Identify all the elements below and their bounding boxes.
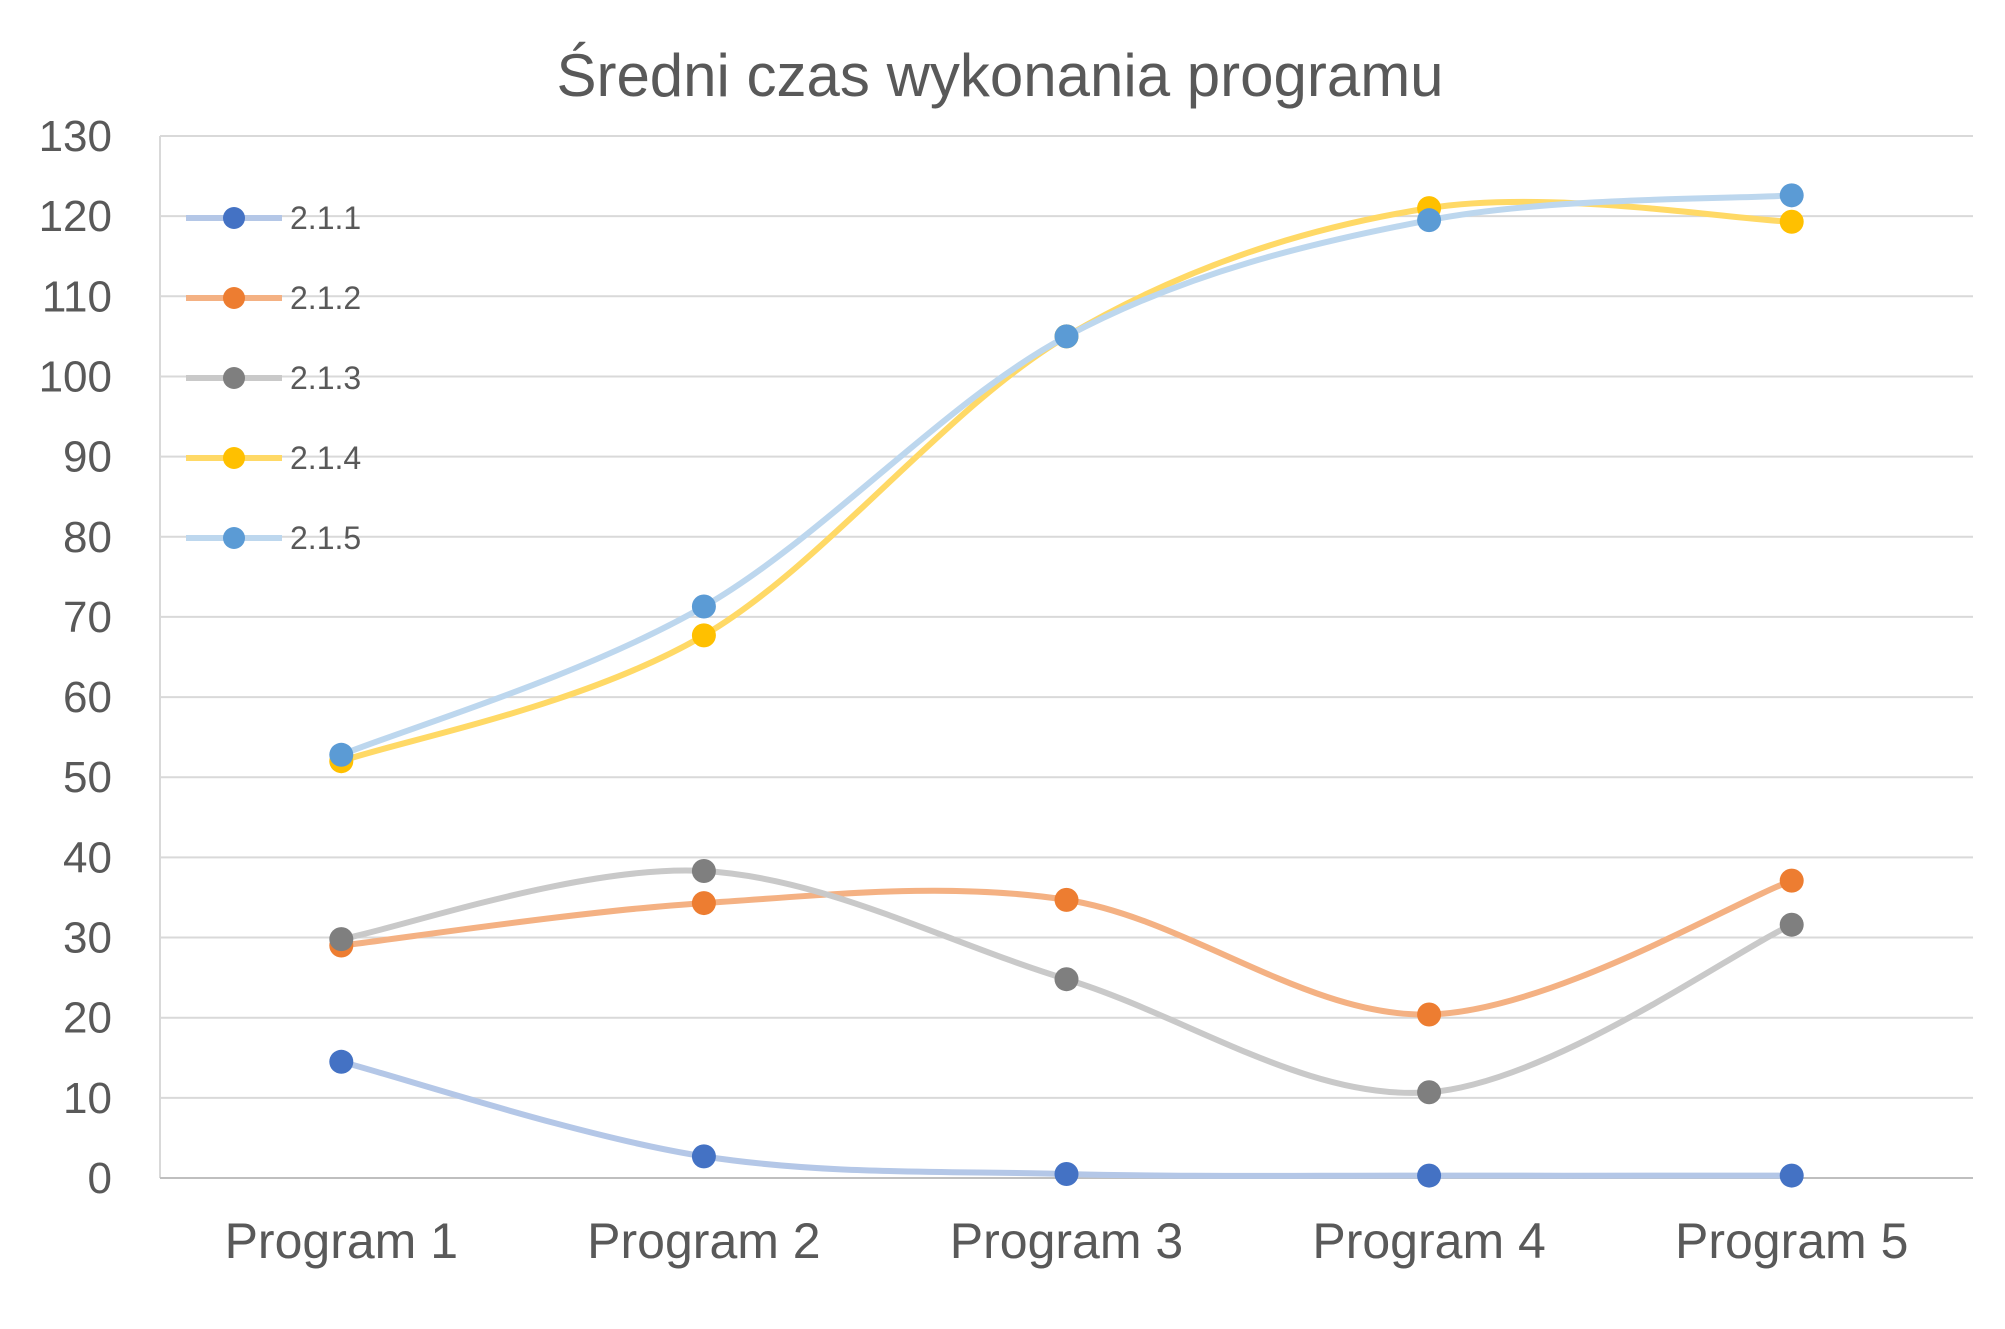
data-point: [1779, 209, 1804, 234]
x-tick-label: Program 3: [950, 1213, 1183, 1269]
legend-marker: [223, 287, 245, 309]
data-point: [1779, 1163, 1804, 1188]
y-tick-label: 80: [63, 513, 112, 562]
legend-label: 2.1.4: [290, 440, 361, 476]
y-tick-label: 30: [63, 914, 112, 963]
legend-label: 2.1.3: [290, 360, 361, 396]
y-tick-label: 0: [88, 1154, 112, 1203]
axes: 0 10 20 30 40 50 60 70 80 90 100 110 120 130 Program 1…: [39, 112, 1973, 1269]
x-tick-label: Program 5: [1675, 1213, 1908, 1269]
series-lines: [329, 183, 1804, 1188]
y-tick-label: 70: [63, 593, 112, 642]
data-point: [329, 742, 354, 767]
x-tick-label: Program 1: [225, 1213, 458, 1269]
x-tick-label: Program 4: [1312, 1213, 1545, 1269]
y-tick-label: 110: [42, 272, 112, 321]
y-tick-label: 90: [63, 433, 112, 482]
data-point: [1417, 1163, 1442, 1188]
data-point: [1417, 1080, 1442, 1105]
legend-marker: [223, 447, 245, 469]
legend-item: 2.1.5: [186, 520, 361, 556]
legend-marker: [223, 367, 245, 389]
data-point: [691, 891, 716, 916]
data-point: [1417, 208, 1442, 233]
x-tick-label: Program 2: [587, 1213, 820, 1269]
data-point: [1054, 324, 1079, 349]
legend-label: 2.1.5: [290, 520, 361, 556]
data-point: [691, 594, 716, 619]
legend: 2.1.1 2.1.2 2.1.3 2.1.4 2.1.5: [186, 200, 361, 556]
series-line: [338, 192, 1795, 758]
y-tick-label: 120: [39, 192, 112, 241]
data-point: [1779, 912, 1804, 937]
series-line: [338, 1058, 1795, 1179]
data-point: [1054, 887, 1079, 912]
data-point: [1054, 967, 1079, 992]
data-point: [1417, 1002, 1442, 1027]
legend-item: 2.1.4: [186, 440, 361, 476]
gridlines: [160, 135, 1973, 1099]
data-point: [691, 1144, 716, 1169]
legend-label: 2.1.1: [290, 200, 361, 236]
legend-item: 2.1.2: [186, 280, 361, 316]
y-tick-label: 130: [39, 112, 112, 161]
y-tick-label: 10: [63, 1074, 112, 1123]
data-point: [1054, 1161, 1079, 1186]
data-point: [691, 859, 716, 884]
y-tick-label: 60: [63, 673, 112, 722]
data-point: [691, 623, 716, 648]
series-2-1-2: [329, 868, 1804, 1027]
y-tick-label: 50: [63, 753, 112, 802]
data-point: [1779, 183, 1804, 208]
series-2-1-5: [329, 183, 1804, 767]
y-tick-label: 40: [63, 833, 112, 882]
chart-title: Średni czas wykonania programu: [556, 42, 1443, 109]
series-2-1-3: [329, 859, 1804, 1105]
series-2-1-1: [329, 1049, 1804, 1188]
data-point: [329, 1049, 354, 1074]
legend-marker: [223, 527, 245, 549]
series-2-1-4: [329, 196, 1804, 774]
legend-label: 2.1.2: [290, 280, 361, 316]
y-tick-label: 20: [63, 994, 112, 1043]
data-point: [1779, 868, 1804, 893]
legend-marker: [223, 207, 245, 229]
legend-item: 2.1.3: [186, 360, 361, 396]
data-point: [329, 927, 354, 952]
y-tick-label: 100: [39, 352, 112, 401]
legend-item: 2.1.1: [186, 200, 361, 236]
